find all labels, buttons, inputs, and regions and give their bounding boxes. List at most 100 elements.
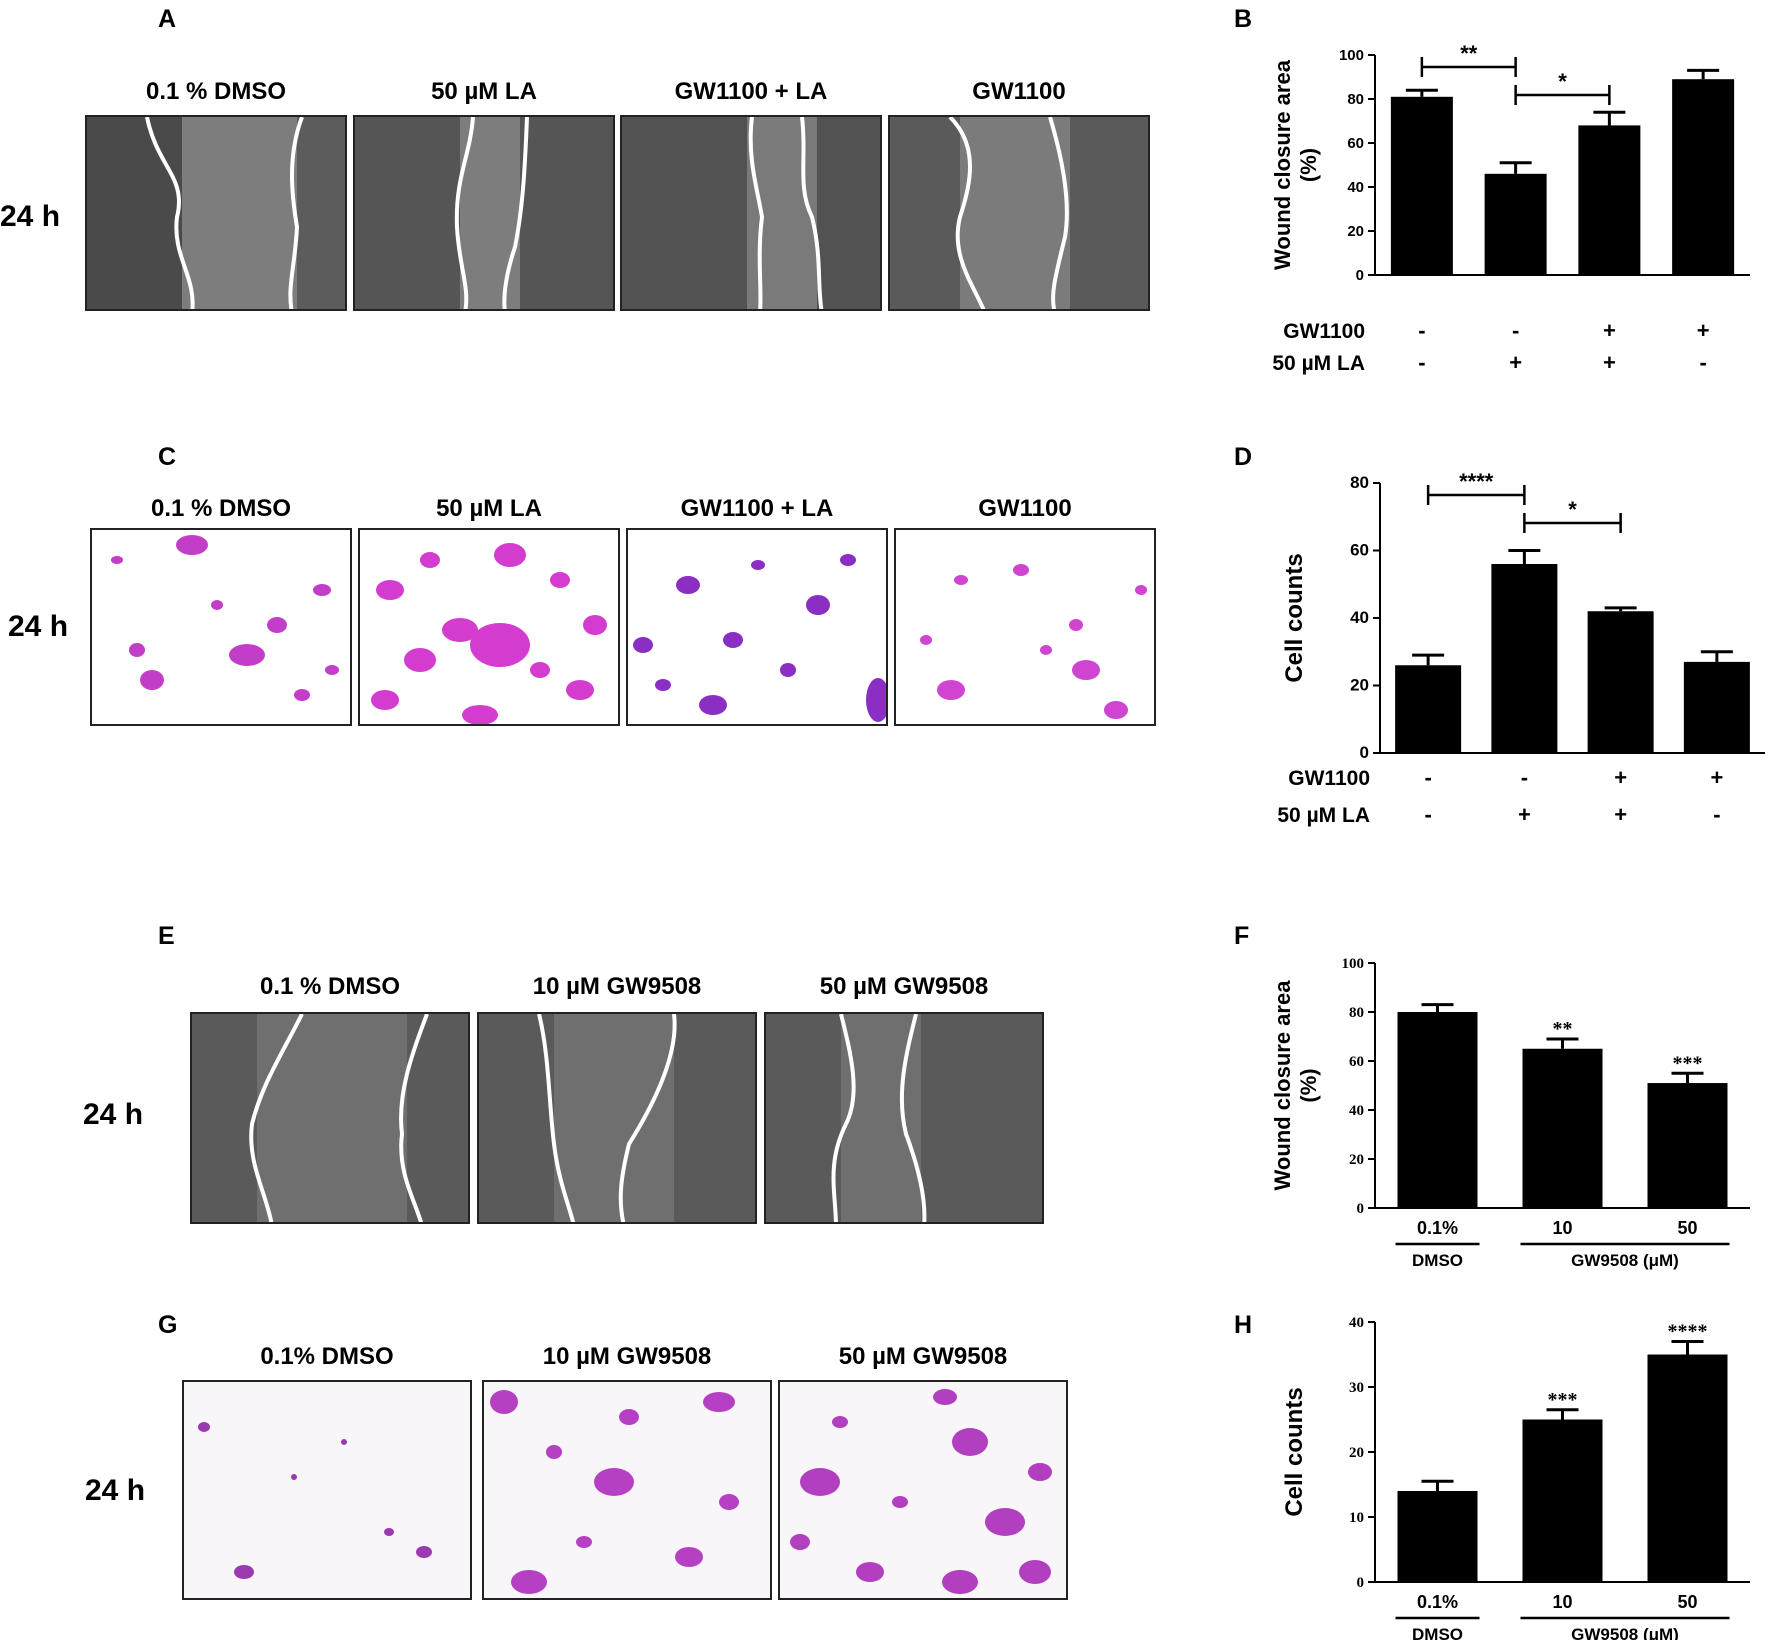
d-table-cell: +	[1518, 802, 1531, 827]
b-bracket-label: *	[1558, 69, 1567, 94]
d-table-cell: +	[1614, 765, 1627, 790]
d-table-cell: -	[1424, 802, 1431, 827]
h-group-label: DMSO	[1412, 1625, 1463, 1640]
d-table-cell: -	[1521, 765, 1528, 790]
panel-letter-g: G	[158, 1311, 178, 1339]
b-y-tick-label: 40	[1347, 179, 1364, 196]
d-y-tick-label: 60	[1350, 541, 1369, 560]
h-y-tick-label: 30	[1349, 1380, 1364, 1396]
f-y-tick-label: 60	[1349, 1054, 1364, 1070]
d-bar	[1395, 665, 1462, 753]
b-bracket-label: **	[1460, 41, 1478, 66]
migration-micrograph-g3	[778, 1380, 1068, 1600]
b-table-cell: +	[1697, 318, 1710, 343]
migration-micrograph-c3	[626, 528, 888, 726]
image-label-e3: 50 µM GW9508	[819, 973, 989, 1000]
d-bracket-label: *	[1568, 497, 1577, 522]
d-y-tick-label: 40	[1350, 608, 1369, 627]
migration-micrograph-c2	[358, 528, 620, 726]
b-bar	[1484, 173, 1547, 275]
b-table-cell: +	[1603, 350, 1616, 375]
f-significance-mark: ***	[1673, 1052, 1703, 1074]
h-y-axis-label: Cell counts	[1281, 1387, 1308, 1516]
image-label-g2: 10 µM GW9508	[542, 1343, 712, 1370]
time-label-g: 24 h	[85, 1474, 146, 1507]
panel-letter-h: H	[1234, 1311, 1253, 1339]
migration-micrograph-g1	[182, 1380, 472, 1600]
h-y-tick-label: 40	[1349, 1315, 1364, 1331]
scratch-micrograph-a3	[620, 115, 882, 311]
d-y-axis-label: Cell counts	[1281, 553, 1308, 682]
scratch-micrograph-e1	[190, 1012, 470, 1224]
f-category-label: 50	[1677, 1218, 1697, 1238]
time-label-e: 24 h	[83, 1098, 144, 1131]
d-bar	[1683, 661, 1750, 753]
d-table-row-label: GW1100	[1288, 767, 1370, 790]
f-y-tick-label: 40	[1349, 1103, 1364, 1119]
f-y-tick-label: 100	[1342, 956, 1365, 972]
f-group-label: GW9508 (μM)	[1571, 1251, 1679, 1270]
migration-micrograph-g2	[482, 1380, 772, 1600]
image-label-g3: 50 µM GW9508	[838, 1343, 1008, 1370]
panel-letter-b: B	[1234, 5, 1253, 33]
migration-micrograph-c1	[90, 528, 352, 726]
image-label-e2: 10 µM GW9508	[532, 973, 702, 1000]
d-table-cell: +	[1614, 802, 1627, 827]
time-label-c: 24 h	[8, 610, 69, 643]
f-bar	[1522, 1048, 1603, 1208]
image-label-g1: 0.1% DMSO	[260, 1343, 394, 1370]
b-y-tick-label: 60	[1347, 135, 1364, 152]
scratch-micrograph-e3	[764, 1012, 1044, 1224]
h-y-tick-label: 10	[1349, 1510, 1364, 1526]
d-bar	[1587, 611, 1654, 753]
image-label-c2: 50 µM LA	[436, 495, 542, 522]
d-y-tick-label: 0	[1360, 743, 1369, 762]
d-y-tick-label: 80	[1350, 473, 1369, 492]
b-bar	[1578, 125, 1641, 276]
b-table-cell: +	[1603, 318, 1616, 343]
h-category-label: 10	[1552, 1592, 1572, 1612]
h-significance-mark: ***	[1548, 1389, 1578, 1411]
b-table-cell: -	[1512, 318, 1519, 343]
h-bar	[1522, 1419, 1603, 1582]
f-y-axis-label-line: Wound closure area	[1270, 980, 1295, 1191]
panel-letter-e: E	[158, 922, 175, 950]
time-label-a: 24 h	[0, 200, 61, 233]
d-bar	[1491, 564, 1558, 753]
f-bar	[1397, 1012, 1478, 1208]
d-table-cell: -	[1424, 765, 1431, 790]
scratch-micrograph-e2	[477, 1012, 757, 1224]
f-y-axis-label: Wound closure area(%)	[1270, 980, 1321, 1191]
b-table-cell: -	[1418, 350, 1425, 375]
panel-letter-a: A	[158, 5, 177, 33]
image-label-a1: 0.1 % DMSO	[145, 78, 287, 105]
h-y-tick-label: 20	[1349, 1445, 1364, 1461]
image-label-a3: GW1100 + LA	[674, 78, 828, 105]
d-y-tick-label: 20	[1350, 676, 1369, 695]
f-group-label: DMSO	[1412, 1251, 1463, 1270]
f-significance-mark: **	[1553, 1018, 1573, 1040]
h-category-label: 0.1%	[1417, 1592, 1458, 1612]
b-y-tick-label: 80	[1347, 91, 1364, 108]
b-y-axis-label: Wound closure area(%)	[1270, 59, 1321, 270]
f-bar	[1647, 1083, 1728, 1208]
b-table-cell: -	[1418, 318, 1425, 343]
image-label-e1: 0.1 % DMSO	[259, 973, 401, 1000]
f-category-label: 10	[1552, 1218, 1572, 1238]
f-category-label: 0.1%	[1417, 1218, 1458, 1238]
scratch-micrograph-a4	[888, 115, 1150, 311]
f-y-tick-label: 80	[1349, 1005, 1364, 1021]
f-y-tick-label: 0	[1357, 1201, 1365, 1217]
image-label-c3: GW1100 + LA	[680, 495, 834, 522]
b-y-axis-label-line: Wound closure area	[1270, 59, 1295, 270]
f-y-tick-label: 20	[1349, 1152, 1364, 1168]
f-y-axis-label-line: (%)	[1296, 1068, 1321, 1102]
d-table-cell: -	[1713, 802, 1720, 827]
b-y-tick-label: 20	[1347, 223, 1364, 240]
panel-letter-c: C	[158, 443, 177, 471]
d-table-row-label: 50 µM LA	[1277, 804, 1370, 827]
